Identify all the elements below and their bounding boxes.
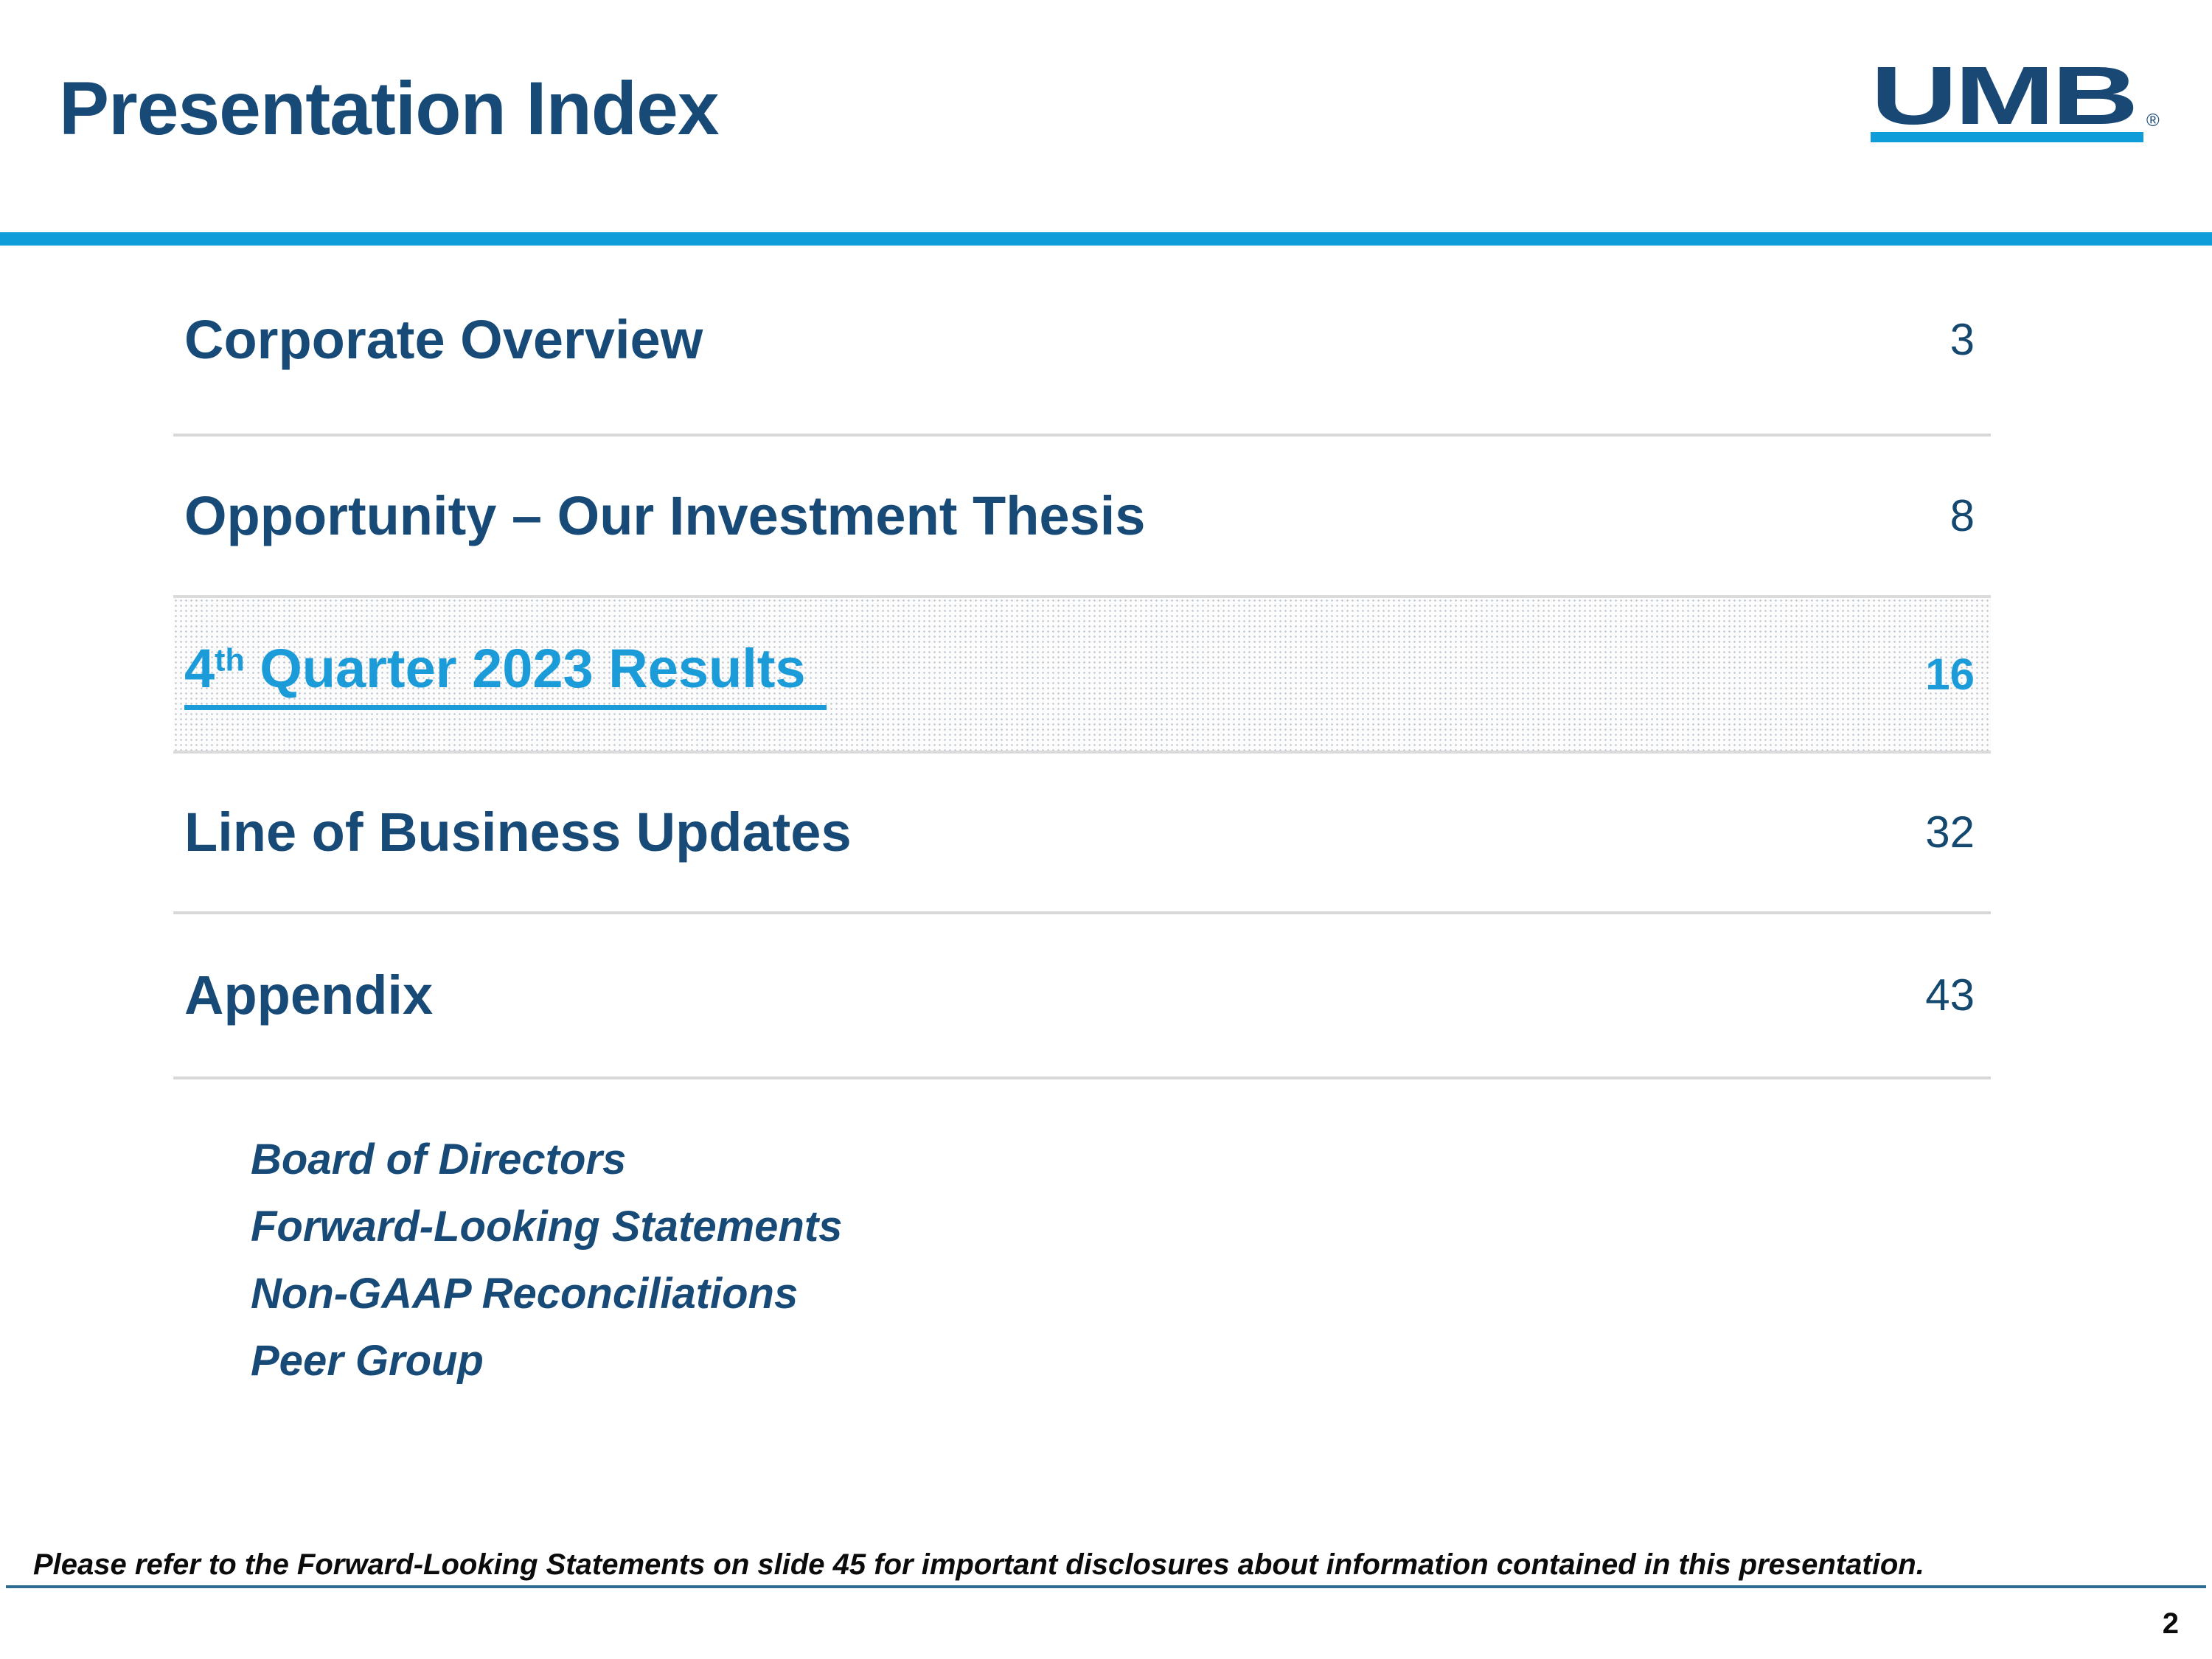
q4-link-rest: Quarter 2023 Results	[244, 638, 806, 700]
footer-divider-line	[6, 1585, 2206, 1588]
section-label-opportunity: Opportunity – Our Investment Thesis	[184, 484, 1146, 546]
umb-logo: UMB ®	[1871, 55, 2166, 164]
umb-logo-text: UMB	[1871, 49, 2139, 142]
page-number-line-of-business: 32	[1925, 807, 1975, 857]
page-number-opportunity: 8	[1950, 490, 1975, 540]
registered-trademark-icon: ®	[2146, 111, 2160, 131]
q4-link-prefix: 4	[184, 638, 215, 700]
section-label-corporate-overview: Corporate Overview	[184, 308, 703, 370]
appendix-subitem-non-gaap-reconciliations: Non-GAAP Reconciliations	[251, 1270, 799, 1318]
toc-row-opportunity: Opportunity – Our Investment Thesis 8	[173, 437, 1991, 595]
toc-row-appendix: Appendix 43	[173, 914, 1991, 1079]
footer-disclosure-note: Please refer to the Forward-Looking Stat…	[33, 1548, 1924, 1581]
header-divider-bar	[0, 232, 2212, 246]
umb-logo-underline	[1871, 132, 2143, 142]
toc-row-q4-2023-results: 4th Quarter 2023 Results 16	[173, 595, 1991, 754]
q4-2023-results-link[interactable]: 4th Quarter 2023 Results	[184, 638, 827, 710]
appendix-subitem-peer-group: Peer Group	[251, 1337, 484, 1385]
appendix-subitem-forward-looking-statements: Forward-Looking Statements	[251, 1203, 843, 1251]
section-label-appendix: Appendix	[184, 964, 434, 1026]
section-label-line-of-business: Line of Business Updates	[184, 801, 852, 863]
slide-page-number: 2	[2162, 1607, 2179, 1640]
appendix-subitem-board-of-directors: Board of Directors	[251, 1135, 627, 1183]
page-number-corporate-overview: 3	[1950, 314, 1975, 364]
toc-row-line-of-business: Line of Business Updates 32	[173, 754, 1991, 914]
q4-link-superscript: th	[215, 642, 245, 678]
appendix-subitem-list: Board of Directors Forward-Looking State…	[251, 1138, 842, 1407]
page-title: Presentation Index	[59, 66, 720, 150]
toc-row-corporate-overview: Corporate Overview 3	[173, 246, 1991, 437]
page-number-appendix: 43	[1925, 970, 1975, 1020]
page-number-q4-2023-results: 16	[1925, 649, 1975, 699]
